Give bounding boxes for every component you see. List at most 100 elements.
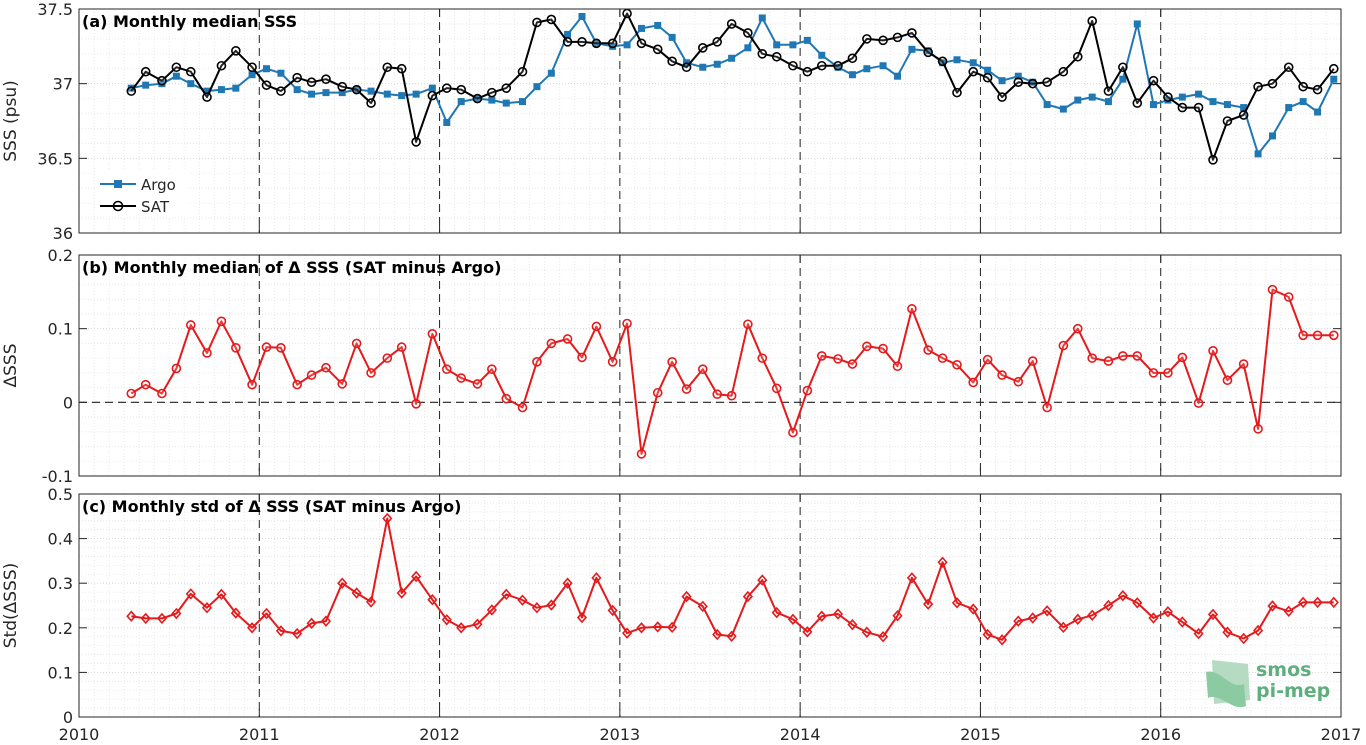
data-point [501, 393, 512, 404]
data-point [201, 602, 213, 614]
x-tick-label: 2014 [780, 725, 821, 744]
data-point [501, 83, 512, 93]
data-point [1207, 608, 1219, 621]
data-point [230, 607, 241, 619]
data-point [652, 387, 663, 398]
data-point [681, 384, 692, 394]
y-tick-label: 0.2 [48, 246, 73, 265]
legend-sat-marker [112, 200, 124, 212]
data-point [337, 577, 348, 589]
data-point [847, 618, 858, 631]
data-point [428, 84, 436, 92]
series-line-delta-2 [131, 517, 1334, 641]
data-point [744, 44, 752, 52]
data-point [546, 14, 557, 25]
data-point [997, 370, 1007, 380]
data-point [892, 610, 903, 622]
data-point [1268, 132, 1276, 140]
data-point [1312, 84, 1323, 95]
data-point [1177, 352, 1188, 363]
data-point [517, 402, 528, 413]
data-point [1148, 368, 1159, 378]
data-point [1253, 81, 1263, 92]
data-point [472, 379, 483, 389]
data-point [127, 84, 135, 92]
data-point [456, 622, 467, 634]
data-point [1283, 292, 1294, 302]
minor-grid [79, 9, 1341, 233]
data-point [1058, 340, 1069, 351]
data-point [564, 30, 572, 38]
data-point [351, 84, 362, 95]
data-point [427, 593, 438, 606]
data-point [923, 345, 933, 355]
data-point [1013, 615, 1024, 627]
legend-argo-label: Argo [141, 176, 176, 194]
y-tick-label: 0.5 [48, 485, 73, 504]
data-point [923, 598, 934, 610]
data-point [1267, 600, 1278, 612]
data-point [907, 303, 917, 314]
y-tick-label: 0 [63, 708, 73, 727]
data-point [441, 364, 452, 374]
data-point [834, 63, 842, 71]
data-point [968, 66, 979, 77]
data-point [547, 69, 555, 77]
data-point [862, 341, 872, 352]
data-point [1132, 98, 1143, 108]
panel-a: 36 36.5 37 37.5 SSS (psu) (a) Monthly median … [1, 0, 1342, 243]
panel-title: (a) Monthly median SSS [82, 12, 297, 31]
data-point [667, 357, 677, 367]
data-point [953, 56, 961, 64]
data-point [833, 60, 843, 71]
data-point [1328, 596, 1339, 609]
data-point [1059, 105, 1067, 113]
data-point [293, 86, 301, 94]
data-point [1328, 63, 1339, 74]
data-point [982, 354, 993, 365]
data-point [382, 353, 393, 363]
data-point [1177, 616, 1188, 628]
data-point [308, 90, 316, 98]
data-point [591, 38, 602, 49]
x-tick-label: 2015 [960, 725, 1001, 744]
data-point [1132, 597, 1143, 609]
data-point [982, 628, 993, 641]
data-point [247, 62, 257, 73]
data-point [636, 449, 647, 459]
data-point [1087, 16, 1098, 26]
data-point [157, 75, 167, 86]
data-point [816, 351, 827, 361]
data-point [185, 66, 196, 77]
data-point [546, 338, 557, 349]
data-point [1222, 116, 1233, 126]
data-point [351, 587, 362, 599]
data-point [502, 99, 510, 107]
data-point [396, 587, 407, 599]
data-point [1074, 96, 1082, 104]
data-point [261, 80, 272, 90]
data-point [802, 385, 813, 396]
data-point [562, 37, 573, 47]
data-point [818, 51, 826, 59]
data-point [292, 72, 302, 83]
data-point [758, 14, 766, 22]
data-point [1118, 62, 1128, 73]
data-point [1208, 345, 1218, 356]
y-tick-label: 37 [53, 75, 73, 94]
data-point [863, 65, 871, 73]
data-point [306, 77, 317, 87]
data-point [140, 66, 151, 77]
data-point [699, 63, 707, 71]
data-point [743, 28, 753, 38]
data-point [726, 630, 737, 642]
data-point [501, 588, 512, 601]
data-point [1148, 75, 1159, 86]
legend: Argo SAT [96, 170, 188, 217]
data-point [1163, 92, 1173, 102]
data-point [519, 98, 527, 106]
data-point [1117, 589, 1128, 602]
data-point [216, 588, 227, 601]
data-point [1042, 402, 1052, 413]
data-point [652, 44, 663, 55]
